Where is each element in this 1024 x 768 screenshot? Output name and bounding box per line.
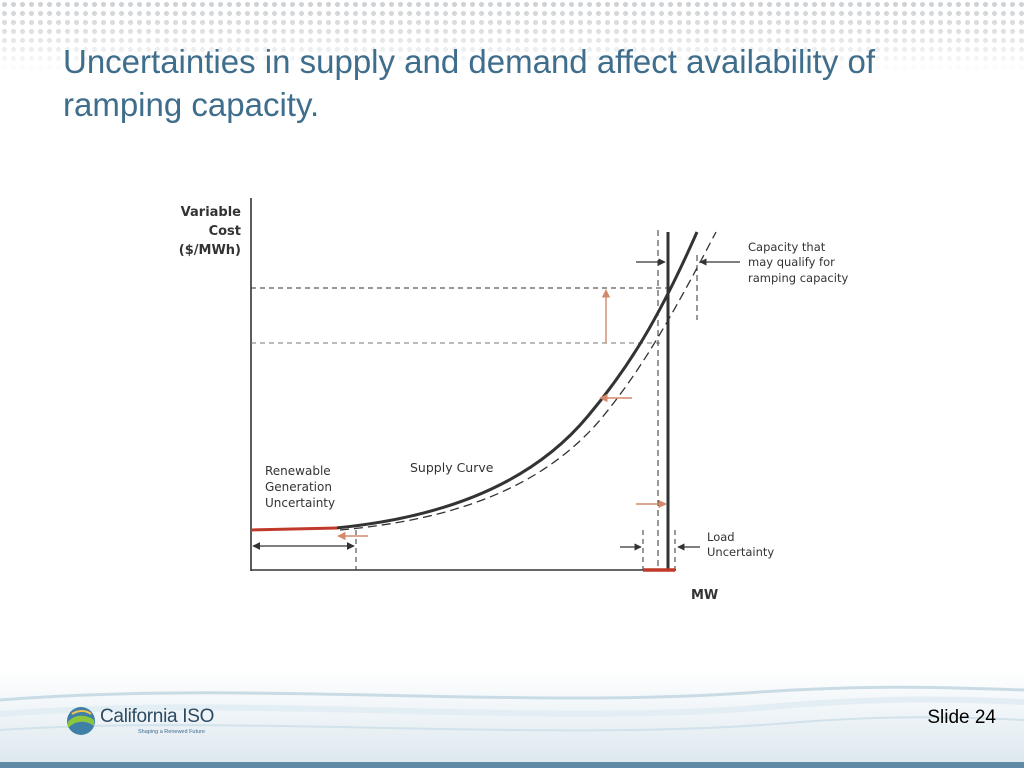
y-axis-label-line: ($/MWh) <box>179 243 241 258</box>
supply-curve <box>335 231 699 530</box>
load-uncertainty-label: Load Uncertainty <box>707 530 774 559</box>
y-axis-label-line: Variable <box>181 205 242 220</box>
capacity-label-line: may qualify for <box>748 255 835 269</box>
footer-swoosh <box>0 670 1024 768</box>
load-label-line: Uncertainty <box>707 545 774 559</box>
y-axis-label-line: Cost <box>209 224 241 239</box>
slide-number: Slide 24 <box>927 707 996 728</box>
load-label-line: Load <box>707 530 735 544</box>
capacity-label-line: ramping capacity <box>748 271 848 285</box>
renewable-segment <box>250 526 338 532</box>
header-fade <box>0 0 1024 72</box>
capacity-label: Capacity that may qualify for ramping ca… <box>748 240 848 285</box>
renewable-label-line: Generation <box>265 480 332 494</box>
renewable-label-line: Renewable <box>265 464 331 478</box>
logo-tagline: Shaping a Renewed Future <box>138 729 205 735</box>
logo-name: California ISO <box>100 706 215 727</box>
x-axis-label: MW <box>691 588 718 603</box>
y-axis-label: Variable Cost ($/MWh) <box>179 205 241 258</box>
california-iso-logo: California ISO Shaping a Renewed Future <box>66 704 226 742</box>
shifted-supply-curve <box>339 231 717 531</box>
logo-globe-icon <box>67 707 95 735</box>
slide-title: Uncertainties in supply and demand affec… <box>63 43 876 123</box>
renewable-uncertainty-label: Renewable Generation Uncertainty <box>265 464 335 510</box>
capacity-label-line: Capacity that <box>748 240 826 254</box>
renewable-label-line: Uncertainty <box>265 496 335 510</box>
supply-curve-label: Supply Curve <box>410 460 494 475</box>
